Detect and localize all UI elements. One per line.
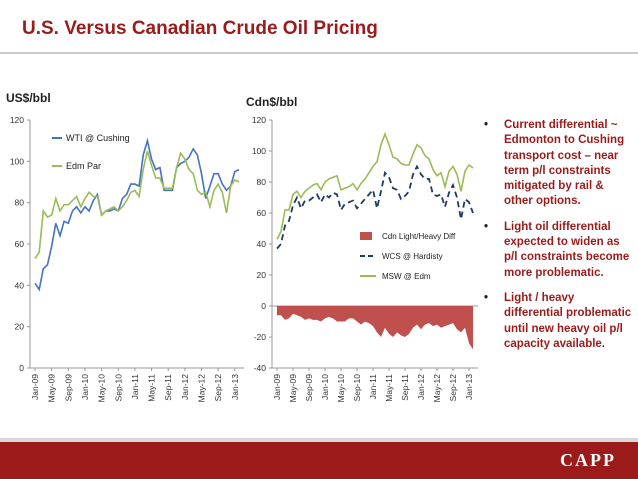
x-tick-label: May-11	[147, 374, 157, 402]
bullet-text: Light / heavy differential problematic u…	[504, 291, 632, 350]
x-tick-label: May-12	[197, 374, 207, 403]
bullet-dot-icon: •	[484, 220, 489, 233]
y-tick-label: 100	[10, 156, 24, 166]
bullet-text: Light oil differential expected to widen…	[504, 220, 630, 279]
series-line-2	[276, 131, 474, 240]
x-tick-label: May-12	[432, 374, 442, 403]
x-tick-label: Jan-09	[272, 374, 282, 400]
x-tick-label: Jan-10	[80, 374, 90, 400]
bullet-item: • Light oil differential expected to wide…	[482, 220, 632, 281]
x-tick-label: May-10	[97, 374, 107, 403]
y-tick-label: 40	[15, 280, 25, 290]
x-tick-label: Sep-09	[63, 374, 73, 402]
left-chart-unit-label: US$/bbl	[6, 91, 51, 105]
y-tick-label: 20	[257, 270, 267, 280]
x-tick-label: Sep-10	[113, 374, 123, 402]
x-tick-label: Sep-12	[448, 374, 458, 402]
bullet-list: • Current differential ~ Edmonton to Cush…	[482, 118, 632, 362]
x-tick-label: Sep-09	[304, 374, 314, 402]
x-tick-label: Jan-09	[30, 374, 40, 400]
y-tick-label: 60	[257, 208, 267, 218]
x-tick-label: Jan-12	[416, 374, 426, 400]
y-tick-label: 20	[15, 322, 25, 332]
x-tick-label: Jan-13	[464, 374, 474, 400]
y-tick-label: 0	[261, 301, 266, 311]
series-line-1	[276, 164, 474, 250]
bullet-item: • Light / heavy differential problematic …	[482, 291, 632, 352]
bullet-item: • Current differential ~ Edmonton to Cush…	[482, 118, 632, 210]
x-tick-label: Sep-10	[352, 374, 362, 402]
y-tick-label: -40	[254, 363, 267, 373]
x-tick-label: May-11	[384, 374, 394, 402]
capp-logo: CAPP	[560, 450, 616, 470]
x-tick-label: Sep-11	[400, 374, 410, 401]
legend-label: WTI @ Cushing	[66, 133, 130, 143]
x-tick-label: Jan-12	[180, 374, 190, 400]
x-tick-label: May-09	[47, 374, 57, 403]
footer-bar	[0, 442, 638, 479]
footer-highlight	[0, 438, 638, 442]
bullet-dot-icon: •	[484, 119, 489, 131]
legend-swatch	[360, 232, 372, 240]
right-chart-unit-label: Cdn$/bbl	[246, 95, 298, 109]
x-tick-label: Jan-10	[320, 374, 330, 400]
slide-title: U.S. Versus Canadian Crude Oil Pricing	[22, 18, 378, 39]
bullet-text: Current differential ~ Edmonton to Cushi…	[504, 119, 625, 208]
y-tick-label: 120	[252, 115, 266, 125]
series-line-1	[34, 150, 240, 259]
y-tick-label: 80	[257, 177, 267, 187]
x-tick-label: Jan-11	[130, 374, 140, 400]
x-tick-label: Sep-12	[213, 374, 223, 402]
x-tick-label: May-10	[336, 374, 346, 403]
legend-label: Edm Par	[66, 161, 101, 171]
y-tick-label: 40	[257, 239, 267, 249]
series-line-0	[34, 137, 240, 292]
bullet-dot-icon: •	[484, 291, 489, 304]
legend-label: MSW @ Edm	[382, 272, 431, 281]
y-tick-label: 0	[19, 363, 24, 373]
x-tick-label: May-09	[288, 374, 298, 403]
y-tick-label: 60	[15, 239, 25, 249]
y-tick-label: 100	[252, 146, 266, 156]
legend-label: Cdn Light/Heavy Diff	[382, 232, 456, 241]
x-tick-label: Jan-11	[368, 374, 378, 400]
series-area-0	[277, 306, 473, 350]
y-tick-label: 120	[10, 115, 24, 125]
y-tick-label: 80	[15, 198, 25, 208]
legend-label: WCS @ Hardisty	[382, 252, 443, 261]
x-tick-label: Sep-11	[163, 374, 173, 401]
x-tick-label: Jan-13	[230, 374, 240, 400]
title-divider	[0, 52, 638, 54]
y-tick-label: -20	[254, 332, 267, 342]
